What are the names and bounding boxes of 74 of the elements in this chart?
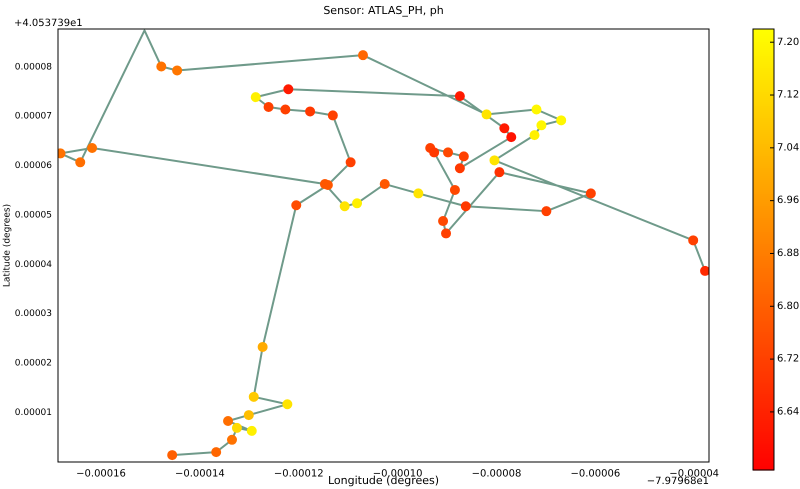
point [340, 201, 350, 212]
x-tick-label: −0.00014 [175, 468, 225, 480]
annotation: +4.053739e1 [14, 18, 83, 29]
point [291, 200, 302, 210]
point [250, 92, 261, 102]
point [586, 188, 596, 198]
point [75, 157, 86, 168]
point [167, 450, 178, 460]
point [258, 342, 268, 352]
y-tick-label: 0.00003 [14, 309, 52, 320]
point [246, 426, 257, 436]
point [320, 179, 330, 190]
point [494, 167, 504, 178]
point [380, 179, 390, 190]
point [429, 147, 440, 158]
point [223, 416, 234, 426]
point [454, 163, 465, 174]
point [283, 84, 294, 94]
color-bar-label: 6.80 [777, 300, 800, 312]
point [506, 132, 516, 142]
color-bar-label: 6.64 [777, 406, 800, 418]
point [460, 201, 471, 212]
point [438, 216, 448, 226]
point [454, 91, 465, 102]
color-bar-label: 6.88 [777, 248, 800, 260]
y-axis-title: Latitude (degrees) [2, 204, 12, 288]
point [226, 434, 237, 445]
point [280, 104, 290, 114]
color-bar-label: 7.12 [777, 90, 800, 101]
point [346, 157, 356, 168]
point [87, 142, 98, 153]
point [556, 115, 566, 126]
color-bar-label: 7.20 [777, 36, 800, 48]
point [450, 184, 460, 195]
color-bar-label: 7.04 [777, 142, 800, 154]
point [305, 106, 316, 116]
point [482, 109, 492, 120]
y-tick-label: 0.00004 [14, 260, 52, 270]
point [358, 50, 368, 60]
point [248, 392, 259, 402]
y-tick-label: 0.00006 [14, 161, 52, 172]
y-tick-label: 0.00005 [14, 210, 52, 220]
point [413, 188, 424, 198]
point [156, 62, 166, 72]
point [530, 130, 540, 140]
point [232, 422, 242, 433]
point [328, 110, 338, 120]
point [688, 235, 698, 246]
point [458, 151, 469, 162]
y-tick-label: 0.00007 [14, 112, 52, 122]
y-tick-label: 0.00008 [14, 62, 52, 72]
point [282, 399, 292, 410]
point [536, 120, 546, 130]
point [211, 447, 222, 458]
chart-title: Sensor: ATLAS_PH, ph [323, 4, 444, 17]
x-tick-label: −0.00016 [76, 468, 126, 480]
point [700, 266, 709, 276]
point [489, 155, 500, 166]
x-tick-label: −0.00008 [472, 468, 522, 480]
point [443, 147, 454, 158]
y-tick-label: 0.00002 [14, 358, 52, 369]
point [244, 410, 254, 420]
point [499, 123, 510, 134]
x-tick-label: −0.00006 [570, 468, 620, 480]
y-tick-label: 0.00001 [14, 408, 52, 418]
point [541, 206, 552, 216]
point [531, 104, 542, 114]
color-bar-label: 6.72 [777, 354, 800, 365]
x-tick-label: −0.00012 [274, 468, 324, 480]
point [172, 65, 182, 76]
color-bar-label: 6.96 [777, 195, 800, 206]
point [352, 198, 362, 208]
point [264, 102, 274, 112]
point [441, 228, 452, 238]
